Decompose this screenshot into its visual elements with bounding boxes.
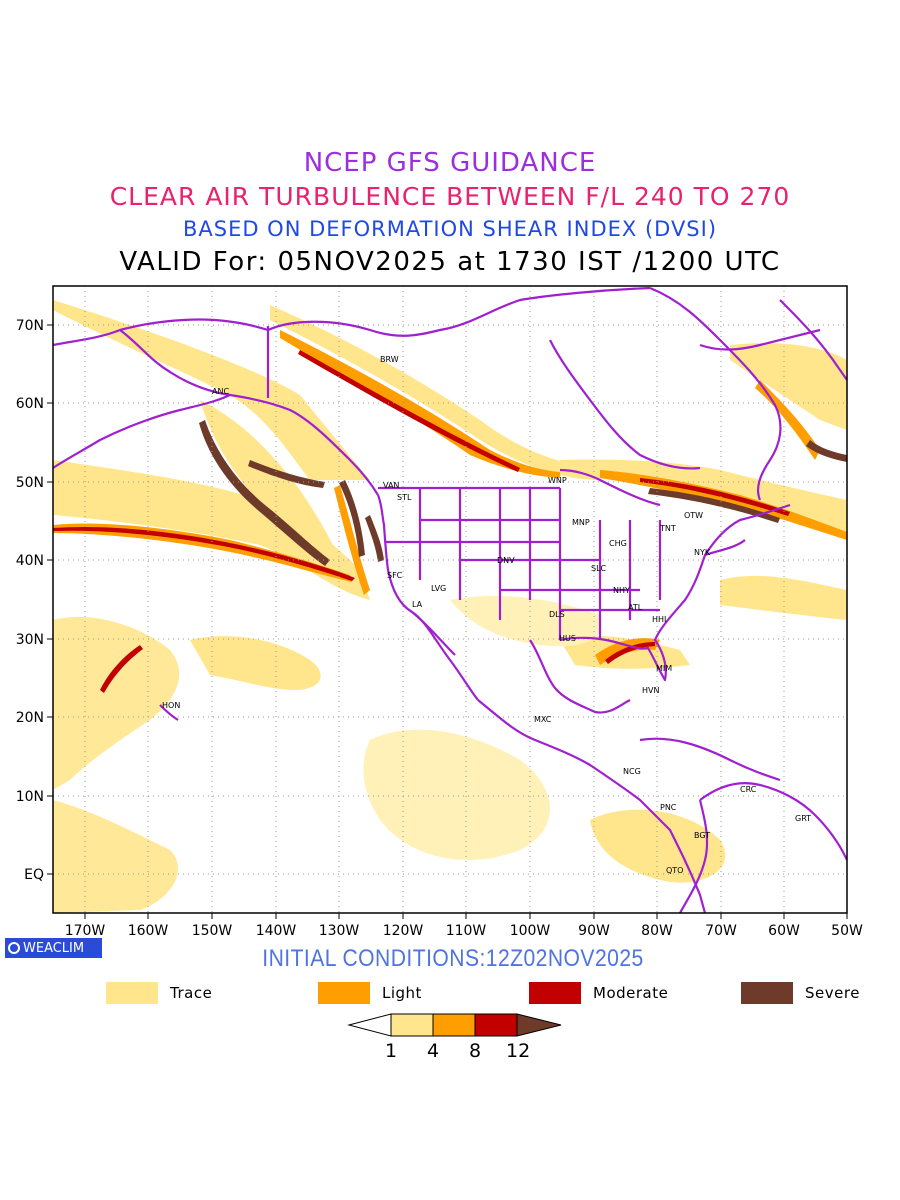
city-label: HUS (559, 634, 576, 643)
lat-label: 60N (16, 396, 44, 412)
lat-label: 50N (16, 475, 44, 491)
city-label: CRC (740, 785, 757, 794)
city-label: ANC (212, 387, 229, 396)
title-line-1: NCEP GFS GUIDANCE (303, 148, 597, 178)
city-label: BGT (694, 831, 710, 840)
legend-label: Severe (805, 984, 860, 1002)
lon-label: 140W (256, 923, 297, 939)
lat-label: 40N (16, 553, 44, 569)
lon-label: 160W (128, 923, 169, 939)
axis-ticks (47, 324, 848, 919)
legend-item-light: Light (318, 982, 422, 1004)
city-label: VAN (383, 481, 399, 490)
colorbar (347, 1013, 562, 1037)
colorbar-tick-label: 8 (469, 1040, 482, 1062)
valid-time-title: VALID For: 05NOV2025 at 1730 IST /1200 U… (119, 247, 781, 277)
city-label: NHY (613, 586, 630, 595)
city-label: NYK (694, 548, 711, 557)
badge-text: WEACLIM (23, 940, 85, 956)
colorbar-segment-light (432, 1013, 476, 1037)
city-label: MXC (534, 715, 552, 724)
colorbar-tick-label: 1 (385, 1040, 398, 1062)
lon-label: 130W (319, 923, 360, 939)
lon-label: 70W (705, 923, 737, 939)
city-label: QTO (666, 866, 683, 875)
legend-swatch (529, 982, 581, 1004)
title-line-2: CLEAR AIR TURBULENCE BETWEEN F/L 240 TO … (109, 182, 791, 211)
city-label: LA (412, 600, 423, 609)
legend-item-moderate: Moderate (529, 982, 668, 1004)
lon-label: 120W (383, 923, 424, 939)
colorbar-low-arrow (347, 1013, 392, 1037)
lon-label: 90W (578, 923, 610, 939)
legend-item-trace: Trace (106, 982, 212, 1004)
lon-label: 170W (65, 923, 106, 939)
city-label: MIM (656, 664, 672, 673)
turbulence-field (53, 300, 847, 913)
city-label: ATL (628, 603, 643, 612)
lon-label: 50W (831, 923, 863, 939)
colorbar-tick-label: 12 (506, 1040, 531, 1062)
lon-label: 80W (641, 923, 673, 939)
city-label: WNP (548, 476, 567, 485)
lon-labels: 170W 160W 150W 140W 130W 120W 110W 100W … (65, 923, 863, 939)
city-label: PNC (660, 803, 677, 812)
city-labels: BRW ANC VAN STL WNP MNP TNT OTW CHG NYK … (162, 355, 811, 875)
city-label: DNV (497, 556, 515, 565)
city-label: HON (162, 701, 180, 710)
title-line-3: BASED ON DEFORMATION SHEAR INDEX (DVSI) (182, 217, 718, 241)
city-label: OTW (684, 511, 703, 520)
map-frame (52, 285, 848, 914)
lat-label: 70N (16, 318, 44, 334)
city-label: CHG (609, 539, 627, 548)
city-label: BRW (380, 355, 399, 364)
lon-label: 100W (510, 923, 551, 939)
lat-label: EQ (24, 867, 44, 883)
city-label: GRT (795, 814, 811, 823)
lat-label: 30N (16, 632, 44, 648)
lon-label: 60W (768, 923, 800, 939)
city-label: MNP (572, 518, 590, 527)
legend-item-severe: Severe (741, 982, 860, 1004)
city-label: TNT (659, 524, 676, 533)
coastlines (53, 286, 847, 913)
city-label: SFC (387, 571, 403, 580)
legend-label: Light (382, 984, 422, 1002)
initial-conditions: INITIAL CONDITIONS:12Z02NOV2025 (262, 945, 644, 972)
lat-labels: 70N 60N 50N 40N 30N 20N 10N EQ (16, 318, 44, 883)
legend-swatch (106, 982, 158, 1004)
city-label: DLS (549, 610, 565, 619)
city-label: STL (397, 493, 412, 502)
colorbar-high-arrow (516, 1013, 562, 1037)
city-label: LVG (431, 584, 446, 593)
city-label: HVN (642, 686, 659, 695)
lon-label: 150W (192, 923, 233, 939)
city-label: SLC (591, 564, 607, 573)
weaclim-badge: WEACLIM (5, 938, 102, 958)
legend-label: Trace (170, 984, 213, 1002)
legend-swatch (741, 982, 793, 1004)
lon-label: 110W (446, 923, 487, 939)
colorbar-segment-moderate (474, 1013, 518, 1037)
legend-swatch (318, 982, 370, 1004)
legend-label: Moderate (593, 984, 669, 1002)
city-label: NCG (623, 767, 641, 776)
city-label: HHI (652, 615, 666, 624)
colorbar-segment-trace (390, 1013, 434, 1037)
circle-logo-icon (8, 942, 20, 954)
lat-label: 20N (16, 710, 44, 726)
colorbar-tick-label: 4 (427, 1040, 440, 1062)
lat-label: 10N (16, 789, 44, 805)
